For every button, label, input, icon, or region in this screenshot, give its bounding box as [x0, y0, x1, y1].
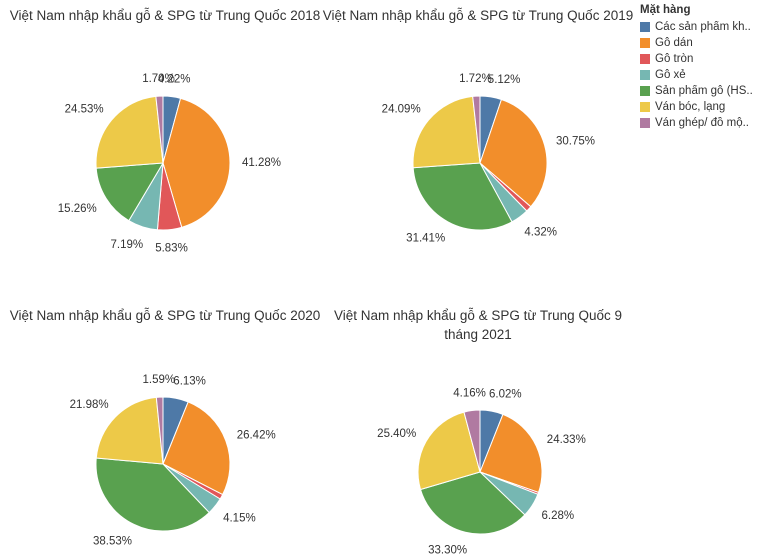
- legend-swatch: [640, 54, 650, 64]
- pie-slice-van-boc-lang[interactable]: [95, 95, 164, 169]
- pie-data-label: 6.28%: [542, 510, 575, 522]
- pie-data-label: 24.09%: [382, 104, 421, 116]
- pie-slice-van-ghep-do-mo[interactable]: [472, 95, 481, 164]
- pie-data-label: 4.16%: [453, 388, 486, 400]
- chart-title-2018: Việt Nam nhập khẩu gỗ & SPG từ Trung Quố…: [9, 8, 321, 23]
- pie-slice-go-dan[interactable]: [479, 413, 543, 494]
- legend-swatch: [640, 38, 650, 48]
- pie-data-label: 25.40%: [377, 428, 416, 440]
- pie-data-label: 21.98%: [70, 399, 109, 411]
- chart-title-2019: Việt Nam nhập khẩu gỗ & SPG từ Trung Quố…: [322, 8, 634, 23]
- legend-title: Mặt hàng: [640, 4, 691, 16]
- pie-slice-san-pham-go-hs[interactable]: [95, 457, 210, 532]
- pie-slice-van-ghep-do-mo[interactable]: [463, 409, 481, 473]
- pie-data-label: 24.53%: [65, 104, 104, 116]
- pie-data-label: 6.02%: [489, 388, 522, 400]
- pie-data-label: 4.15%: [223, 513, 256, 525]
- legend-item[interactable]: Ván ghép/ đồ mộ..: [640, 115, 768, 131]
- legend-item[interactable]: Gỗ dán: [640, 35, 768, 51]
- pie-slice-san-pham-go-hs[interactable]: [95, 162, 164, 222]
- pie-slice-van-boc-lang[interactable]: [95, 396, 164, 465]
- pie-data-label: 7.19%: [110, 239, 143, 251]
- pie-slice-go-dan[interactable]: [162, 97, 231, 228]
- legend-label: Sản phẩm gỗ (HS..: [655, 85, 753, 97]
- pie-data-label: 33.30%: [428, 545, 467, 557]
- pie-data-label: 41.28%: [242, 157, 281, 169]
- pie-data-label: 1.70%: [142, 73, 175, 85]
- pie-slice-van-boc-lang[interactable]: [417, 411, 481, 491]
- legend-item[interactable]: Gỗ xẻ: [640, 67, 768, 83]
- legend-label: Ván ghép/ đồ mộ..: [655, 117, 749, 129]
- pie-slice-go-dan[interactable]: [162, 401, 231, 496]
- legend-swatch: [640, 86, 650, 96]
- legend-swatch: [640, 70, 650, 80]
- pie-data-label: 38.53%: [93, 536, 132, 548]
- legend: Mặt hàng Các sản phẩm kh.. Gỗ dán Gỗ trò…: [640, 4, 768, 131]
- legend-item[interactable]: Các sản phẩm kh..: [640, 19, 768, 35]
- pie-slice-san-pham-go-hs[interactable]: [419, 471, 526, 535]
- pie-data-label: 24.33%: [547, 434, 586, 446]
- pie-data-label: 5.12%: [488, 74, 521, 86]
- legend-item[interactable]: Gỗ tròn: [640, 51, 768, 67]
- legend-swatch: [640, 118, 650, 128]
- pie-data-label: 31.41%: [406, 233, 445, 245]
- pie-slice-san-pham-go-hs[interactable]: [412, 162, 513, 231]
- pie-data-label: 4.32%: [524, 226, 557, 238]
- pie-data-label: 26.42%: [237, 429, 276, 441]
- pie-data-label: 1.59%: [142, 374, 175, 386]
- chart-title-2021: Việt Nam nhập khẩu gỗ & SPG từ Trung Quố…: [334, 308, 622, 342]
- pie-data-label: 30.75%: [556, 136, 595, 148]
- pie-data-label: 5.83%: [155, 243, 188, 255]
- pie-data-label: 6.13%: [173, 376, 206, 388]
- legend-swatch: [640, 102, 650, 112]
- pie-data-label: 4.22%: [158, 74, 191, 86]
- pie-data-label: 1.72%: [459, 73, 492, 85]
- legend-label: Gỗ dán: [655, 37, 693, 49]
- pie-slice-van-boc-lang[interactable]: [412, 95, 481, 169]
- legend-item[interactable]: Ván bóc, lạng: [640, 99, 768, 115]
- pie-slice-van-ghep-do-mo[interactable]: [155, 396, 164, 465]
- pie-slice-van-ghep-do-mo[interactable]: [155, 95, 164, 164]
- legend-swatch: [640, 22, 650, 32]
- chart-title-2020: Việt Nam nhập khẩu gỗ & SPG từ Trung Quố…: [9, 308, 321, 323]
- legend-label: Gỗ xẻ: [655, 69, 686, 81]
- pie-slice-go-dan[interactable]: [479, 98, 548, 208]
- legend-label: Các sản phẩm kh..: [655, 21, 751, 33]
- pie-data-label: 15.26%: [58, 203, 97, 215]
- legend-item[interactable]: Sản phẩm gỗ (HS..: [640, 83, 768, 99]
- legend-label: Ván bóc, lạng: [655, 101, 726, 113]
- legend-label: Gỗ tròn: [655, 53, 694, 65]
